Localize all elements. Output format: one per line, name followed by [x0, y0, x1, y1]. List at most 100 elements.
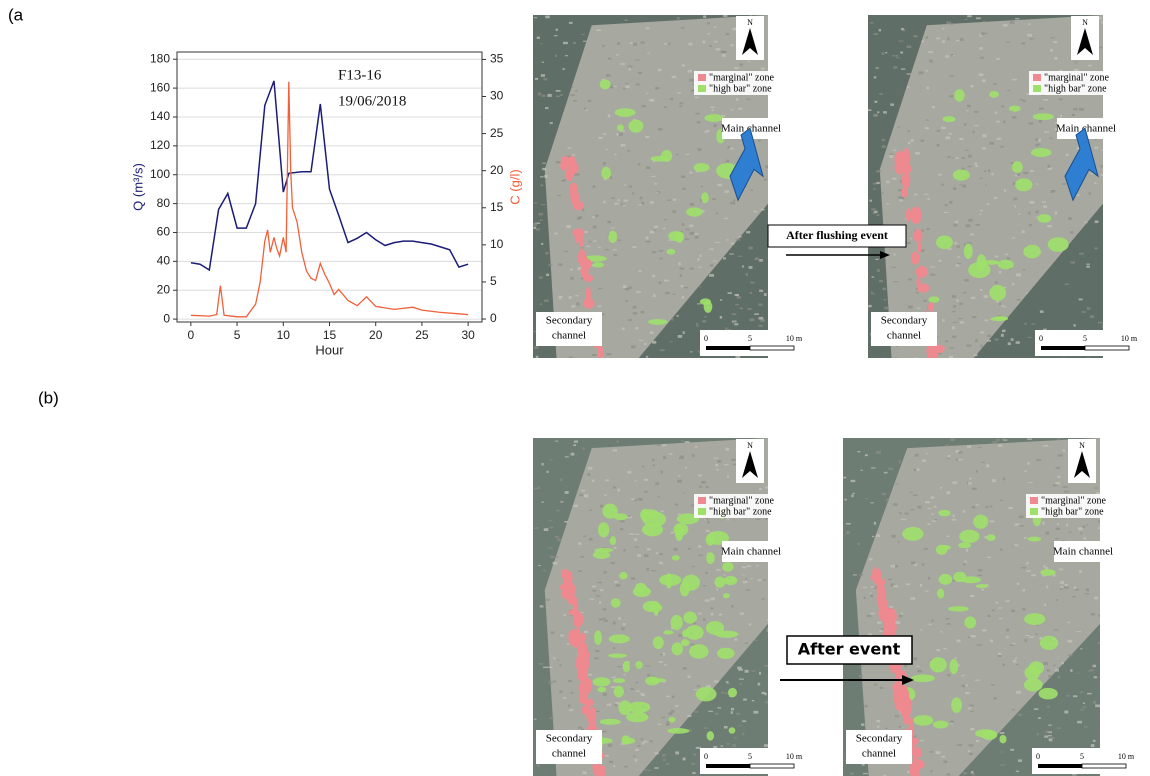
texture — [1044, 735, 1049, 738]
texture — [677, 335, 683, 338]
texture — [971, 506, 975, 509]
secondary-channel-label: channel — [552, 330, 586, 342]
texture — [1035, 183, 1039, 185]
texture — [594, 710, 600, 713]
texture — [1000, 499, 1003, 502]
high-bar-patch — [951, 697, 963, 713]
texture — [732, 27, 738, 31]
texture — [1074, 61, 1077, 64]
texture — [1007, 342, 1011, 346]
texture — [694, 445, 698, 448]
texture — [852, 574, 857, 576]
texture — [734, 323, 739, 326]
texture — [952, 55, 955, 57]
texture — [736, 712, 741, 715]
texture — [705, 485, 709, 489]
texture — [895, 57, 900, 59]
texture — [743, 698, 747, 701]
high-bar-patch — [976, 254, 987, 271]
texture — [991, 173, 994, 176]
texture — [660, 653, 663, 656]
texture — [582, 771, 587, 775]
legend-swatch — [698, 508, 706, 515]
texture — [1027, 462, 1030, 465]
texture — [924, 501, 930, 504]
texture — [748, 266, 753, 269]
texture — [663, 106, 667, 109]
texture — [1024, 470, 1027, 473]
texture — [863, 596, 866, 599]
high-bar-patch — [699, 298, 711, 305]
texture — [540, 184, 544, 187]
legend-swatch — [698, 74, 706, 81]
texture — [684, 441, 690, 443]
high-bar-patch — [667, 728, 690, 734]
texture — [897, 189, 902, 192]
scale-label: 5 — [748, 334, 752, 343]
high-bar-patch — [959, 529, 980, 543]
texture — [570, 691, 574, 694]
texture — [1039, 636, 1042, 640]
texture — [901, 28, 904, 30]
texture — [758, 488, 763, 490]
texture — [634, 499, 638, 502]
texture — [723, 15, 728, 17]
high-bar-patch — [608, 653, 628, 658]
texture — [975, 223, 981, 226]
texture — [899, 614, 903, 618]
texture — [1053, 629, 1059, 631]
texture — [758, 316, 764, 320]
high-bar-patch — [954, 89, 965, 102]
texture — [747, 60, 751, 62]
texture — [1088, 192, 1091, 195]
texture — [738, 235, 742, 238]
texture — [980, 289, 983, 291]
legend-swatch — [1033, 74, 1041, 81]
texture — [614, 202, 619, 205]
texture — [691, 89, 695, 93]
texture — [696, 685, 700, 688]
texture — [591, 353, 597, 356]
texture — [1047, 705, 1050, 708]
texture — [884, 306, 889, 310]
texture — [596, 29, 601, 32]
texture — [643, 740, 648, 743]
texture — [649, 230, 655, 234]
texture — [925, 69, 928, 72]
texture — [894, 715, 900, 718]
texture — [657, 723, 662, 726]
texture — [998, 302, 1002, 306]
texture — [978, 569, 983, 572]
texture — [705, 129, 710, 132]
texture — [1053, 41, 1058, 44]
texture — [1019, 525, 1024, 527]
texture — [956, 245, 960, 248]
texture — [868, 305, 872, 308]
texture — [592, 240, 597, 242]
texture — [541, 242, 544, 245]
texture — [975, 339, 978, 343]
texture — [602, 161, 606, 165]
texture — [996, 300, 1000, 303]
texture — [1001, 305, 1004, 307]
texture — [899, 512, 902, 515]
texture — [617, 199, 620, 202]
texture — [681, 296, 685, 299]
texture — [709, 264, 714, 267]
texture — [637, 71, 642, 75]
data-line — [190, 80, 469, 272]
texture — [1057, 475, 1061, 478]
high-bar-patch — [902, 526, 924, 541]
texture — [710, 597, 715, 601]
texture — [893, 585, 899, 588]
texture — [965, 683, 968, 687]
texture — [891, 534, 896, 538]
texture — [926, 228, 930, 230]
texture — [1000, 751, 1004, 753]
texture — [1064, 710, 1069, 714]
high-bar-patch — [913, 715, 934, 726]
texture — [618, 133, 623, 136]
texture — [599, 504, 604, 508]
texture — [1071, 113, 1075, 117]
texture — [891, 177, 897, 180]
